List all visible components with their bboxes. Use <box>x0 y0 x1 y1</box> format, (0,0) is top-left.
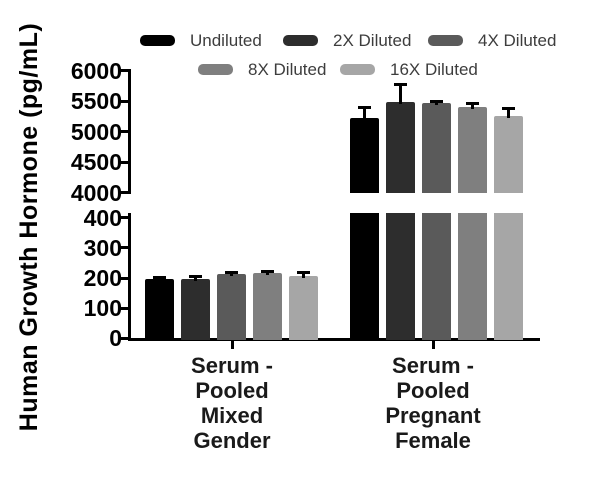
bar <box>289 275 318 340</box>
y-axis-tick <box>120 276 128 280</box>
error-bar-cap <box>261 269 274 273</box>
y-axis-tick-label: 4000 <box>70 179 122 206</box>
category-label-line: Pooled <box>195 378 269 403</box>
error-bar-stem <box>266 271 269 275</box>
bar <box>181 278 210 340</box>
y-axis-tick <box>120 69 128 73</box>
bar <box>145 278 174 340</box>
error-bar-stem <box>471 103 474 109</box>
y-axis-title: Human Growth Hormone (pg/mL) <box>15 22 43 432</box>
bar <box>253 272 282 340</box>
error-bar-stem <box>363 108 366 121</box>
error-bar-stem <box>302 273 305 278</box>
bar-upper-segment <box>422 103 451 193</box>
bar-upper-segment <box>458 106 487 193</box>
error-bar-cap <box>225 270 238 274</box>
legend-swatch <box>340 64 375 75</box>
y-axis-tick-label: 6000 <box>70 57 122 84</box>
legend-label: 16X Diluted <box>390 60 478 79</box>
legend-swatch <box>198 64 233 75</box>
y-axis-line-upper <box>128 69 131 194</box>
error-bar-cap <box>394 83 407 87</box>
legend-swatch <box>140 35 175 46</box>
bar-upper-segment <box>350 118 379 193</box>
y-axis-tick <box>120 99 128 103</box>
y-axis-tick <box>120 336 128 340</box>
error-bar-stem <box>194 277 197 281</box>
category-label-line: Serum - <box>191 353 273 378</box>
category-label-line: Pooled <box>396 378 470 403</box>
error-bar-stem <box>230 272 233 276</box>
category-label-line: Pregnant <box>385 403 481 428</box>
y-axis-tick-label: 400 <box>83 204 122 231</box>
error-bar-cap <box>153 276 166 279</box>
x-axis-group-tick <box>230 341 234 349</box>
y-axis-tick <box>120 130 128 134</box>
bar-lower-segment <box>494 213 523 340</box>
error-bar-cap <box>189 275 202 279</box>
y-axis-tick-label: 5500 <box>70 88 122 115</box>
bar-upper-segment <box>386 101 415 193</box>
category-label-line: Serum - <box>392 353 474 378</box>
legend-label: 2X Diluted <box>333 31 412 50</box>
error-bar-stem <box>435 101 438 106</box>
y-axis-tick-label: 5000 <box>70 118 122 145</box>
y-axis-tick-label: 200 <box>83 265 122 291</box>
x-axis-group-tick <box>431 341 435 349</box>
y-axis-tick-label: 300 <box>83 234 122 261</box>
y-axis-tick-label: 100 <box>83 295 122 322</box>
legend-label: 8X Diluted <box>248 60 327 79</box>
y-axis-tick-label: 0 <box>109 325 122 352</box>
category-label-line: Gender <box>193 428 271 453</box>
y-axis-tick-label: 4500 <box>70 149 122 176</box>
error-bar-stem <box>507 108 510 119</box>
y-axis-tick <box>120 306 128 310</box>
error-bar-cap <box>430 99 443 103</box>
y-axis-tick <box>120 160 128 164</box>
error-bar-stem <box>399 85 402 104</box>
y-axis-tick <box>120 246 128 250</box>
legend-label: Undiluted <box>190 31 262 50</box>
error-bar-cap <box>297 271 310 275</box>
error-bar-cap <box>466 101 479 105</box>
error-bar-cap <box>358 106 371 110</box>
category-label-line: Female <box>395 428 471 453</box>
category-label: Serum - Pooled Mixed Gender <box>152 353 312 453</box>
bar-lower-segment <box>422 213 451 340</box>
y-axis-tick <box>120 216 128 220</box>
bar-lower-segment <box>386 213 415 340</box>
y-axis-line-lower <box>128 213 131 341</box>
legend-label: 4X Diluted <box>478 31 557 50</box>
bar-lower-segment <box>458 213 487 340</box>
legend-swatch <box>428 35 463 46</box>
x-axis-line <box>128 338 540 341</box>
y-axis-tick <box>120 191 128 195</box>
bar-upper-segment <box>494 116 523 193</box>
category-label: Serum - Pooled Pregnant Female <box>353 353 513 453</box>
bar <box>217 273 246 340</box>
error-bar-cap <box>502 106 515 110</box>
bar-lower-segment <box>350 213 379 340</box>
legend-swatch <box>283 35 318 46</box>
category-label-line: Mixed <box>200 403 264 428</box>
